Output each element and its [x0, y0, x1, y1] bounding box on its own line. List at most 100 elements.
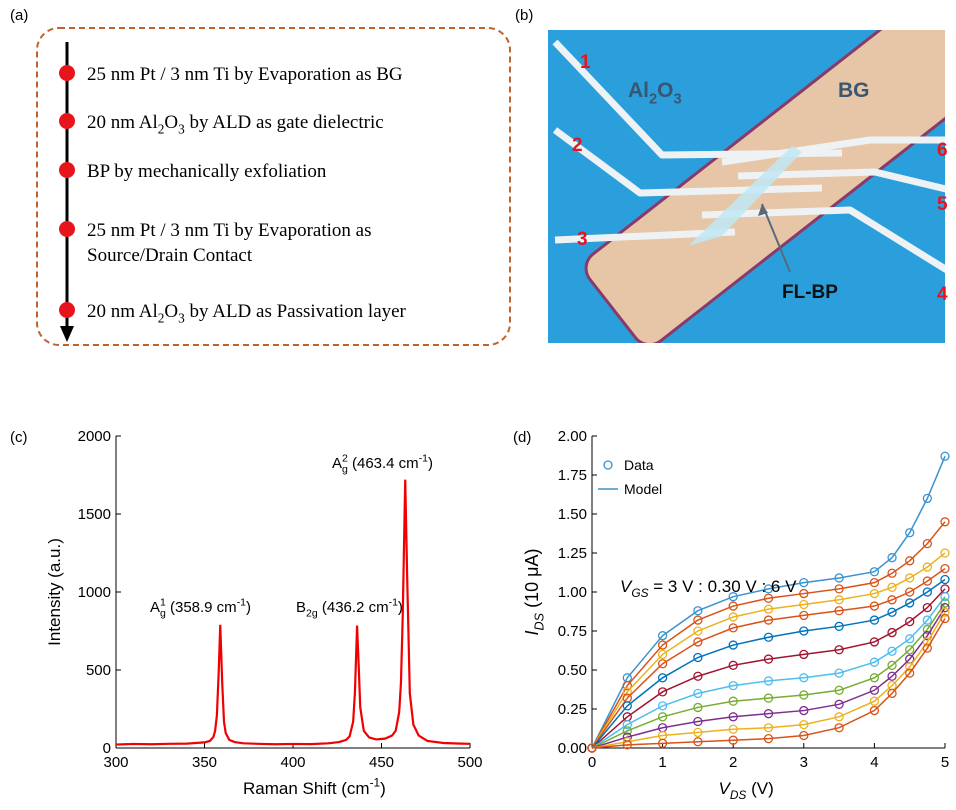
data-point [905, 645, 915, 655]
data-point [728, 623, 738, 633]
series-line [115, 479, 471, 746]
data-point [834, 584, 844, 594]
data-point [940, 607, 950, 617]
data-point [763, 693, 774, 703]
subscript: 2 [649, 91, 657, 107]
text-part: (463.4 cm [348, 455, 419, 472]
data-point [834, 606, 844, 616]
data-point [887, 627, 897, 638]
data-point [799, 626, 809, 636]
data-point [693, 716, 703, 727]
data-point [622, 680, 632, 691]
text-part: O [164, 301, 178, 322]
step-dot [59, 221, 75, 237]
series-line [591, 611, 946, 749]
data-point [887, 660, 897, 670]
series-line [591, 455, 946, 749]
data-point [799, 719, 809, 730]
superscript: -1 [370, 775, 381, 789]
data-point [869, 696, 880, 706]
data-point [834, 723, 844, 733]
series-line [591, 588, 946, 749]
step-dot [59, 302, 75, 318]
peak-label: Ag1 (358.9 cm-1) [150, 596, 251, 619]
data-point [834, 621, 844, 631]
step-text: 25 nm Pt / 3 nm Ti by Evaporation as BG [87, 64, 403, 85]
data-point [922, 538, 932, 549]
text-part: B [296, 599, 306, 616]
peak-label: Ag2 (463.4 cm-1) [332, 452, 433, 475]
data-point [657, 673, 668, 683]
text-part: V [719, 779, 732, 798]
step-dot [59, 113, 75, 129]
data-point [763, 723, 774, 733]
data-point [587, 743, 597, 753]
data-point [657, 649, 668, 660]
data-point [657, 659, 668, 669]
data-point [922, 562, 932, 572]
data-point [728, 601, 738, 611]
micrograph [548, 30, 945, 343]
legend-label: Data [624, 457, 654, 473]
data-point [763, 654, 774, 664]
superscript: -1 [419, 452, 428, 464]
series-line [591, 567, 946, 749]
data-point [799, 577, 809, 588]
text-part: Al [628, 79, 649, 102]
superscript: -1 [389, 596, 398, 608]
data-point [940, 602, 950, 613]
data-point [922, 576, 932, 586]
data-point [622, 701, 632, 711]
x-tick-label: 2 [729, 754, 737, 771]
text-part: 25 nm Pt / 3 nm Ti by Evaporation as BG [87, 64, 403, 85]
data-point [940, 574, 950, 585]
step-text: 25 nm Pt / 3 nm Ti by Evaporation as [87, 220, 372, 241]
text-part: ) [428, 455, 433, 472]
text-part: = 3 V : 0.30 V : 6 V [649, 577, 798, 596]
data-point [887, 553, 897, 563]
text-part: O [657, 79, 673, 102]
oxide-label: Al2O3 [628, 79, 682, 107]
data-point [799, 649, 809, 660]
peak-label: B2g (436.2 cm-1) [296, 596, 403, 619]
data-point [869, 657, 880, 667]
x-axis-label: VDS (V) [719, 779, 774, 802]
data-point [869, 577, 880, 588]
subscript: DS [730, 788, 747, 802]
data-point [905, 668, 915, 678]
superscript: -1 [237, 596, 246, 608]
data-point [905, 556, 915, 566]
series-line [591, 578, 946, 749]
data-point [728, 724, 738, 734]
text-part: Source/Drain Contact [87, 245, 253, 266]
text-part: Raman Shift (cm [243, 779, 370, 798]
data-point [657, 738, 668, 748]
data-point [869, 685, 880, 695]
data-point [728, 696, 738, 706]
data-point [799, 730, 809, 741]
panel-label: (b) [515, 7, 533, 24]
panel-label: (a) [10, 7, 28, 24]
data-point [940, 613, 950, 624]
text-part: O [164, 112, 178, 133]
series-line [591, 552, 946, 749]
text-part: (358.9 cm [166, 599, 237, 616]
x-tick-label: 1 [658, 754, 666, 771]
subscript: 3 [178, 311, 185, 326]
data-point [728, 680, 738, 691]
data-point [728, 712, 738, 722]
x-tick-label: 500 [457, 754, 482, 771]
legend-marker [603, 460, 613, 470]
data-point [657, 640, 668, 650]
data-point [869, 615, 880, 625]
text-part: (10 μA) [522, 549, 542, 613]
x-tick-label: 5 [941, 754, 949, 771]
series-line [591, 596, 946, 749]
data-point [657, 687, 668, 697]
series-line [591, 607, 946, 749]
text-part: V [620, 577, 633, 596]
electrode-label: 2 [572, 135, 583, 156]
data-point [728, 612, 738, 622]
electrode-label: 1 [580, 52, 591, 73]
data-point [834, 685, 844, 695]
